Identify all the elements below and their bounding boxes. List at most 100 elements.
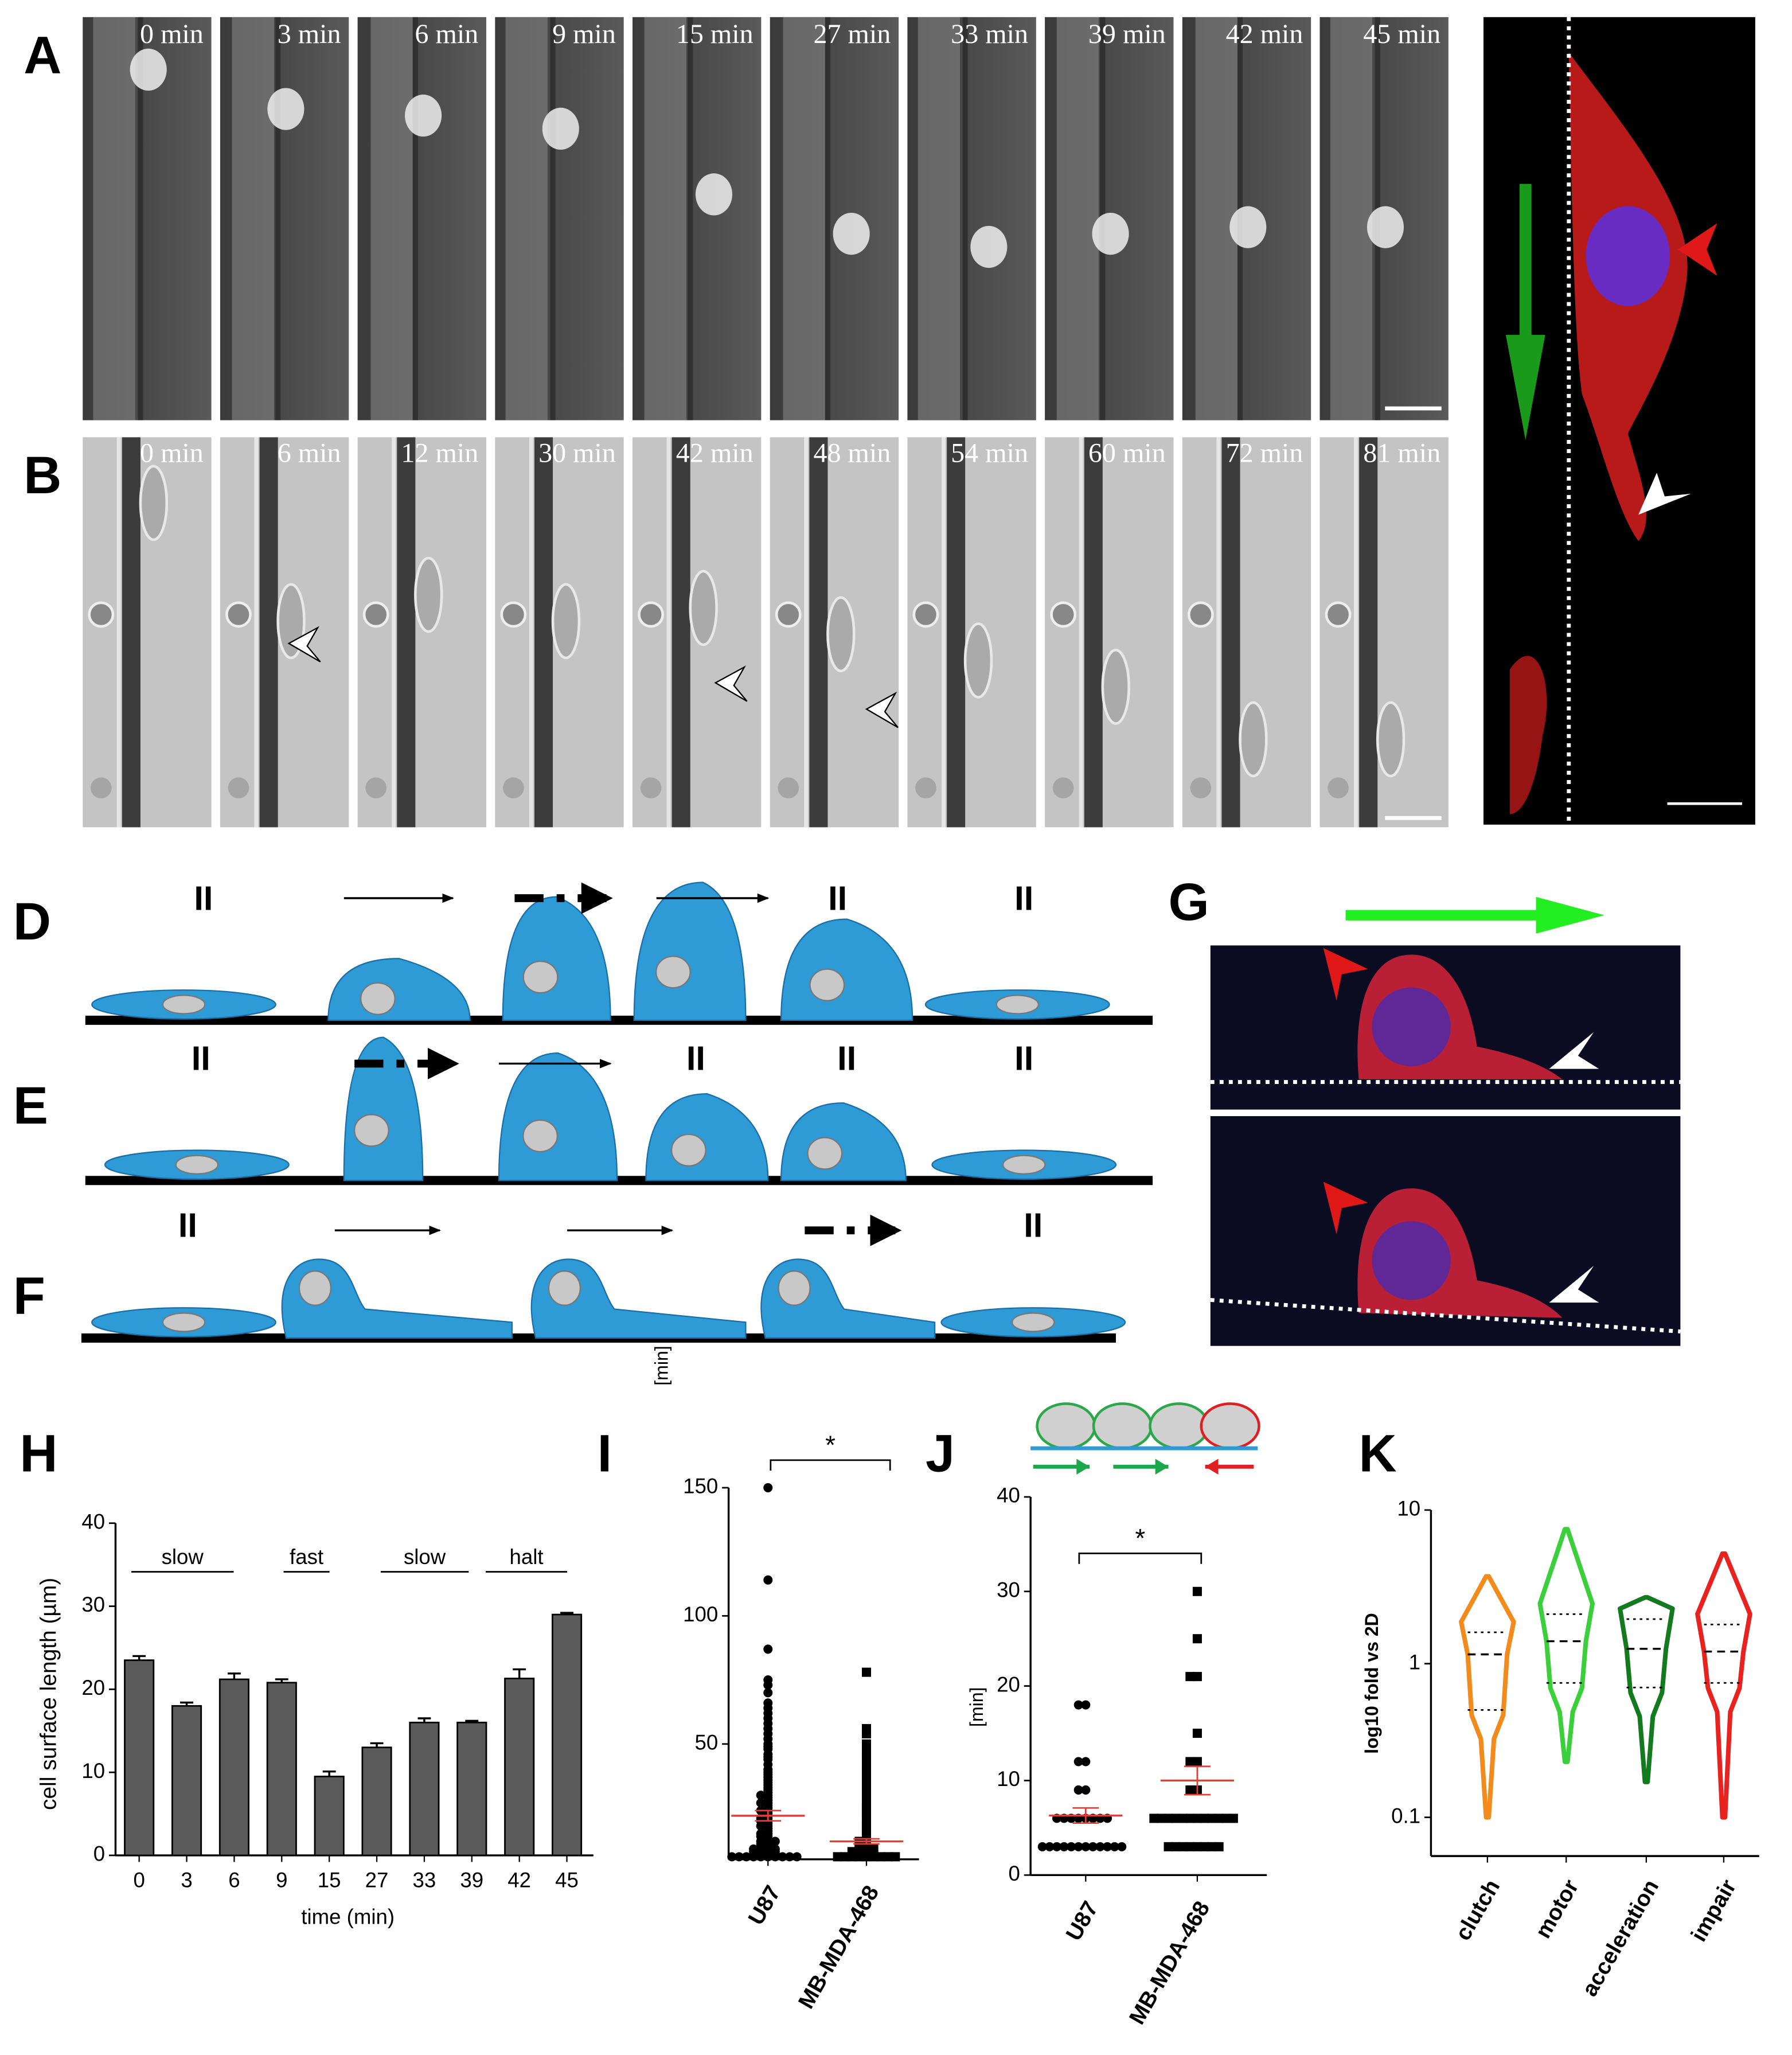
cell — [551, 583, 581, 660]
fiber-halo — [666, 437, 671, 828]
green-arrow-head — [1536, 896, 1604, 934]
data-point — [756, 1791, 766, 1800]
bar — [409, 1721, 440, 1857]
pause-symbol: II — [194, 879, 213, 917]
round-cell — [638, 601, 664, 628]
violin — [1537, 1527, 1595, 1764]
data-point — [1156, 1814, 1166, 1823]
data-point — [1178, 1814, 1188, 1823]
y-axis-label: [min] — [651, 1346, 672, 1385]
data-point — [847, 1852, 857, 1862]
data-point — [840, 1852, 850, 1862]
time-label: 6 min — [415, 19, 478, 49]
annotation: slow — [404, 1545, 446, 1569]
cell-dome — [343, 1036, 424, 1181]
data-point — [1221, 1814, 1231, 1823]
panel-label: G — [1169, 873, 1209, 931]
fiber-halo — [1079, 437, 1083, 828]
data-point — [1207, 1814, 1217, 1823]
y-axis-label: [min] — [966, 1687, 987, 1727]
pause-symbol: II — [178, 1206, 197, 1244]
data-point — [1073, 1785, 1083, 1795]
fiber — [947, 437, 966, 828]
data-point — [770, 1836, 780, 1846]
panel-label: K — [1359, 1424, 1397, 1483]
data-point — [1059, 1842, 1069, 1851]
bar — [124, 1659, 155, 1857]
red-arrowhead — [1323, 1181, 1368, 1235]
annotation: halt — [510, 1545, 544, 1569]
significance: * — [1135, 1524, 1145, 1553]
x-tick-label: U87 — [1061, 1897, 1103, 1945]
fiber-edge — [275, 17, 281, 420]
panel-label: E — [13, 1077, 48, 1135]
data-point — [1081, 1842, 1091, 1851]
fiber — [1195, 17, 1237, 420]
round-cell — [1325, 601, 1352, 628]
cell — [833, 212, 870, 255]
cell-dome — [780, 1102, 907, 1181]
time-label: 12 min — [401, 438, 478, 469]
cell-dome — [645, 1093, 769, 1181]
direction-icon-head — [1076, 1459, 1090, 1475]
x-tick-label: U87 — [744, 1881, 786, 1929]
x-tick-label: clutch — [1451, 1875, 1505, 1945]
bar — [361, 1746, 392, 1857]
data-point — [763, 1644, 773, 1654]
x-tick-label: 3 — [181, 1868, 192, 1892]
data-point — [763, 1688, 773, 1698]
data-point — [854, 1852, 864, 1862]
data-point — [1073, 1700, 1083, 1710]
lower-cell — [778, 777, 799, 799]
fiber-halo — [941, 437, 946, 828]
fiber — [644, 17, 686, 420]
fiber-halo — [392, 437, 396, 828]
fiber-edge — [550, 17, 556, 420]
cell-tailed — [530, 1258, 747, 1339]
significance: * — [825, 1430, 836, 1460]
x-tick-label: 27 — [365, 1868, 389, 1892]
time-label: 42 min — [1226, 19, 1303, 49]
data-point — [1207, 1842, 1217, 1851]
data-point — [1178, 1842, 1188, 1851]
data-point — [1171, 1814, 1181, 1823]
fiber — [370, 17, 413, 420]
lower-cell — [915, 777, 936, 799]
data-point — [727, 1852, 737, 1862]
data-point — [1192, 1672, 1202, 1682]
lower-cell — [1190, 777, 1212, 799]
lower-cell — [90, 777, 112, 799]
data-point — [763, 1852, 773, 1862]
bar — [456, 1721, 487, 1857]
fiber-halo — [116, 437, 121, 828]
data-point — [891, 1852, 900, 1862]
time-label: 60 min — [1088, 438, 1166, 469]
violin — [1459, 1574, 1516, 1820]
time-label: 81 min — [1363, 438, 1440, 469]
fiber — [505, 17, 548, 420]
time-label: 9 min — [552, 19, 616, 49]
data-point — [1185, 1842, 1195, 1851]
pause-symbol: II — [828, 879, 847, 917]
round-cell — [225, 601, 252, 628]
red-arrowhead — [1677, 223, 1717, 276]
data-point — [1200, 1814, 1209, 1823]
green-arrow-head — [1505, 334, 1545, 440]
fiber — [809, 437, 828, 828]
panel-label: I — [598, 1424, 612, 1483]
violin — [1695, 1551, 1752, 1820]
data-point — [833, 1852, 842, 1862]
y-tick-label: 100 — [683, 1602, 718, 1626]
data-point — [763, 1483, 773, 1492]
data-point — [1185, 1672, 1195, 1682]
y-tick-label: 0.1 — [1391, 1804, 1420, 1827]
pause-symbol: II — [837, 1039, 856, 1078]
data-point — [756, 1821, 766, 1831]
pause-symbol: II — [686, 1039, 705, 1078]
white-arrowhead — [865, 691, 899, 728]
time-label: 6 min — [278, 438, 341, 469]
cell — [1376, 701, 1406, 778]
fiber — [1221, 437, 1240, 828]
nucleus — [655, 956, 691, 989]
